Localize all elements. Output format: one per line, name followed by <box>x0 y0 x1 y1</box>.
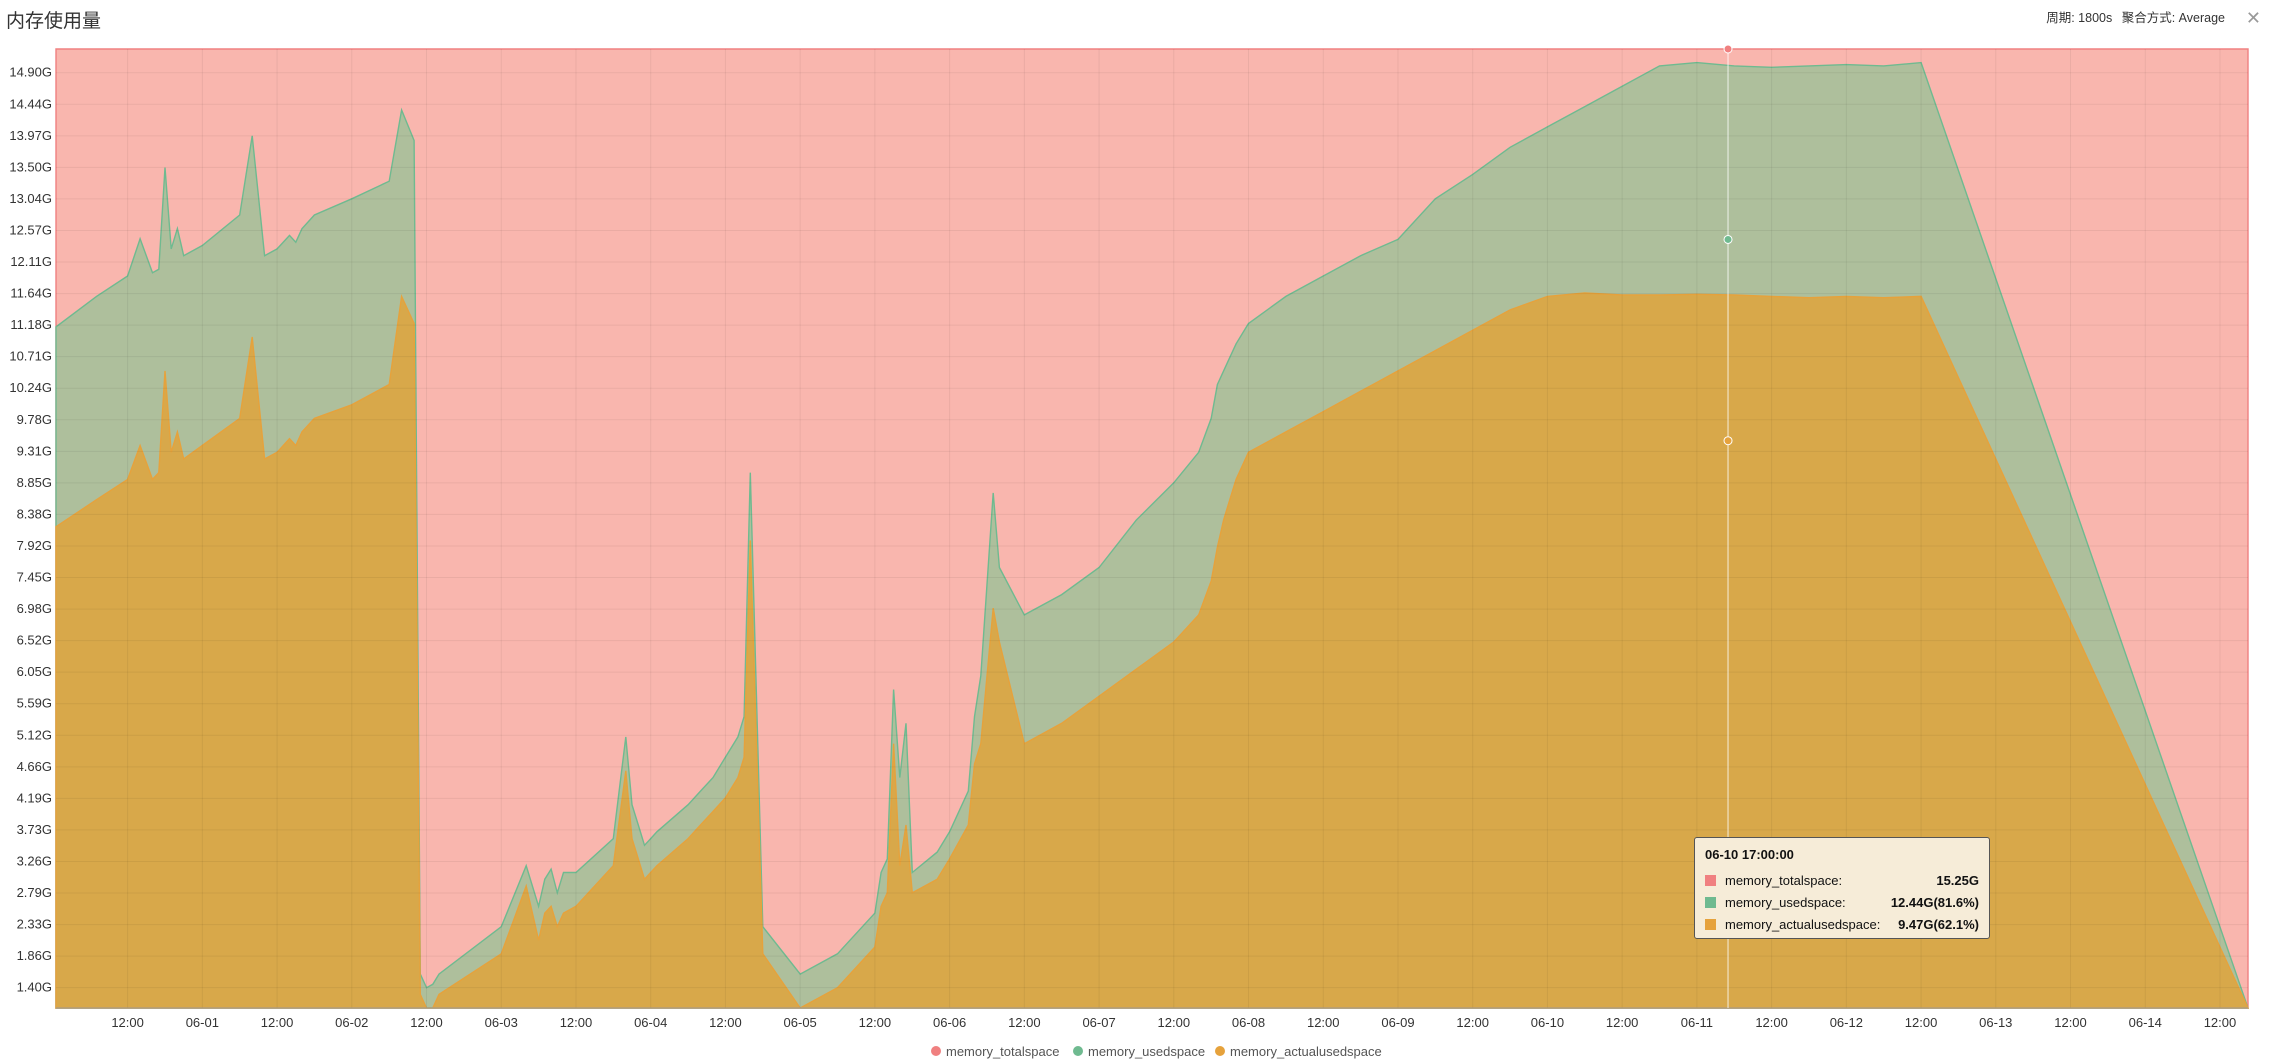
x-tick-label: 06-02 <box>335 1015 368 1030</box>
chart-meta: 周期: 1800s 聚合方式: Average <box>2040 7 2225 26</box>
series-areas <box>55 48 2250 1009</box>
x-tick-label: 06-08 <box>1232 1015 1265 1030</box>
x-tick-label: 12:00 <box>1456 1015 1489 1030</box>
y-tick-label: 8.38G <box>17 506 52 521</box>
x-tick-label: 12:00 <box>709 1015 742 1030</box>
y-tick-label: 11.64G <box>10 286 52 301</box>
grid <box>56 49 2248 1008</box>
x-axis: 12:00 06-01 12:00 06-02 12:00 06-03 12:00 06-04… <box>56 1007 2248 1030</box>
page-title: 内存使用量 <box>6 11 102 32</box>
x-tick-label: 06-07 <box>1082 1015 1115 1030</box>
x-tick-label: 06-06 <box>933 1015 966 1030</box>
legend: memory_totalspace memory_usedspace memory_… <box>931 1044 1382 1059</box>
y-tick-label: 7.92G <box>17 538 52 553</box>
y-axis: 1.40G 1.86G 2.33G 2.79G 3.26G 3.73G 4.19G 4.66G… <box>9 65 52 995</box>
x-tick-label: 06-05 <box>784 1015 817 1030</box>
tooltip-title: 06-10 17:00:00 <box>1705 847 1794 862</box>
x-tick-label: 12:00 <box>410 1015 443 1030</box>
y-tick-label: 14.90G <box>9 65 52 80</box>
legend-marker-memory_usedspace <box>1073 1046 1083 1056</box>
y-tick-label: 13.04G <box>9 191 52 206</box>
y-tick-label: 1.86G <box>17 948 52 963</box>
y-tick-label: 5.12G <box>17 727 52 742</box>
tooltip-name: memory_totalspace: <box>1725 872 1843 888</box>
y-tick-label: 10.24G <box>9 380 52 395</box>
tooltip-name: memory_actualusedspace: <box>1725 916 1881 932</box>
y-tick-label: 10.71G <box>9 349 52 364</box>
close-icon[interactable]: ✕ <box>2245 8 2261 28</box>
x-tick-label: 06-04 <box>634 1015 667 1030</box>
y-tick-label: 1.40G <box>17 980 52 995</box>
tooltip-value: 15.25G <box>1936 872 1979 888</box>
y-tick-label: 2.33G <box>17 917 52 932</box>
y-tick-label: 13.50G <box>9 159 52 174</box>
tooltip-swatch-totalspace <box>1705 874 1716 886</box>
x-tick-label: 12:00 <box>2054 1015 2087 1030</box>
x-tick-label: 06-14 <box>2129 1015 2162 1030</box>
aggregation-label[interactable]: 聚合方式: Average <box>2121 11 2225 25</box>
tooltip-row-actualusedspace: memory_actualusedspace: 9.47G(62.1%) <box>1705 913 1979 935</box>
y-tick-label: 3.73G <box>17 822 52 837</box>
y-tick-label: 12.57G <box>9 222 52 237</box>
x-tick-label: 12:00 <box>261 1015 294 1030</box>
x-tick-label: 06-12 <box>1830 1015 1863 1030</box>
legend-label-memory_totalspace: memory_totalspace <box>946 1044 1059 1059</box>
x-tick-label: 06-11 <box>1681 1015 1713 1030</box>
y-tick-label: 6.52G <box>17 633 52 648</box>
y-tick-label: 4.19G <box>17 790 52 805</box>
y-tick-label: 14.44G <box>9 96 52 111</box>
y-tick-label: 9.31G <box>17 443 52 458</box>
y-tick-label: 12.11G <box>10 254 52 269</box>
y-tick-label: 6.98G <box>17 601 52 616</box>
cursor-dot-memory_totalspace <box>1723 44 1733 54</box>
tooltip-row-totalspace: memory_totalspace: 15.25G <box>1705 869 1979 891</box>
y-tick-label: 6.05G <box>17 664 52 679</box>
cursor-dot-memory_actualusedspace <box>1723 436 1733 446</box>
legend-label-memory_actualusedspace: memory_actualusedspace <box>1230 1044 1382 1059</box>
x-tick-label: 12:00 <box>1905 1015 1938 1030</box>
tooltip-name: memory_usedspace: <box>1725 894 1846 910</box>
x-tick-label: 06-09 <box>1381 1015 1414 1030</box>
series-area-memory_actualusedspace <box>55 292 2250 1009</box>
x-tick-label: 06-03 <box>485 1015 518 1030</box>
tooltip-swatch-actualusedspace <box>1705 918 1716 930</box>
x-tick-label: 06-01 <box>186 1015 219 1030</box>
tooltip-value: 12.44G(81.6%) <box>1890 894 1979 910</box>
legend-marker-memory_actualusedspace <box>1215 1046 1225 1056</box>
legend-marker-memory_totalspace <box>931 1046 941 1056</box>
tooltip-value: 9.47G(62.1%) <box>1898 916 1979 932</box>
tooltip-row-usedspace: memory_usedspace: 12.44G(81.6%) <box>1705 891 1979 913</box>
x-tick-label: 12:00 <box>1307 1015 1340 1030</box>
cursor-dot-memory_usedspace <box>1723 234 1733 244</box>
x-tick-label: 12:00 <box>111 1015 144 1030</box>
x-tick-label: 12:00 <box>1158 1015 1191 1030</box>
period-label[interactable]: 周期: 1800s <box>2046 11 2113 25</box>
x-tick-label: 12:00 <box>859 1015 892 1030</box>
tooltip: 06-10 17:00:00 memory_totalspace: 15.25G… <box>1694 837 1990 939</box>
x-tick-label: 12:00 <box>1606 1015 1639 1030</box>
x-tick-label: 12:00 <box>560 1015 593 1030</box>
x-tick-label: 12:00 <box>2204 1015 2237 1030</box>
tooltip-swatch-usedspace <box>1705 896 1716 908</box>
legend-label-memory_usedspace: memory_usedspace <box>1088 1044 1205 1059</box>
y-tick-label: 3.26G <box>17 853 52 868</box>
y-tick-label: 5.59G <box>17 696 52 711</box>
y-tick-label: 7.45G <box>17 570 52 585</box>
y-tick-label: 4.66G <box>17 759 52 774</box>
x-tick-label: 06-13 <box>1979 1015 2012 1030</box>
y-tick-label: 13.97G <box>9 128 52 143</box>
y-tick-label: 8.85G <box>17 475 52 490</box>
x-tick-label: 12:00 <box>1755 1015 1788 1030</box>
y-tick-label: 11.18G <box>10 317 52 332</box>
y-tick-label: 9.78G <box>17 412 52 427</box>
y-tick-label: 2.79G <box>17 885 52 900</box>
x-tick-label: 06-10 <box>1531 1015 1564 1030</box>
x-tick-label: 12:00 <box>1008 1015 1041 1030</box>
